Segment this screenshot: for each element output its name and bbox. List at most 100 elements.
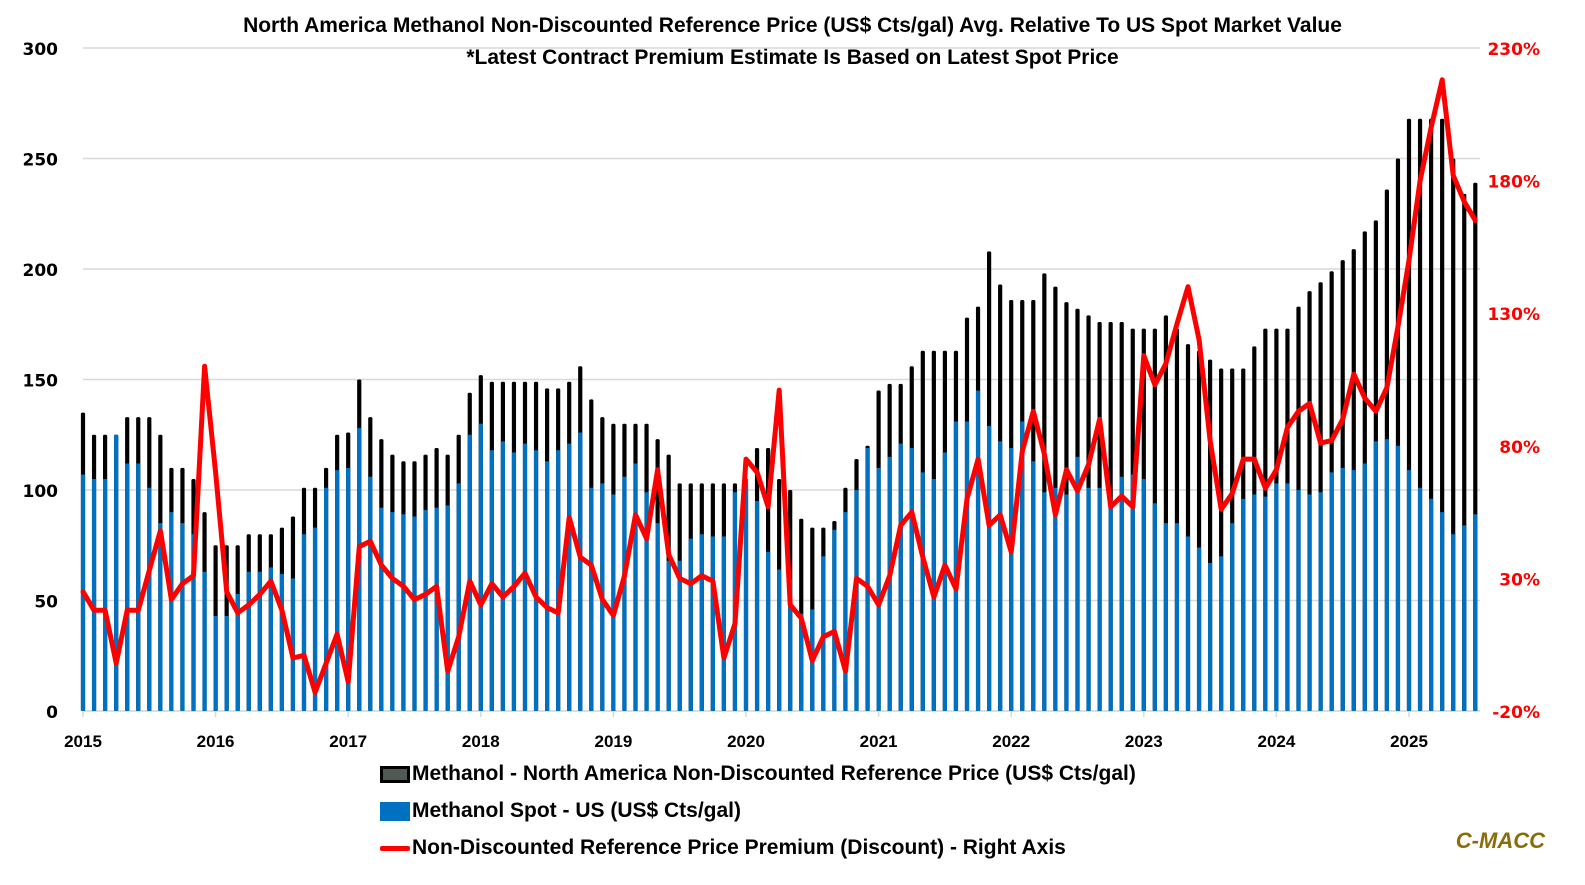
left-axis-tick-label: 100 [23,482,59,502]
bar-spot-price [125,463,130,711]
bar-spot-price [644,492,649,711]
x-axis-tick-label: 2024 [1257,732,1295,751]
bar-spot-price [390,512,395,711]
bar-spot-price [202,571,207,711]
bar-spot-price [1384,439,1389,711]
legend-swatch-reference [380,765,410,783]
bar-spot-price [268,567,273,711]
bar-spot-price [379,507,384,711]
bar-spot-price [114,434,119,711]
legend-item-reference-price[interactable]: Methanol - North America Non-Discounted … [380,762,1136,786]
bar-spot-price [1351,470,1356,711]
bar-spot-price [622,476,627,711]
bar-spot-price [158,523,163,711]
left-axis-ticks: 0 50 100 150 200 250 300 [23,40,59,723]
bar-spot-price [766,551,771,711]
bar-spot-price [1362,463,1367,711]
right-axis-tick-label: -20% [1492,703,1540,723]
bar-spot-price [1340,467,1345,711]
bar-spot-price [1009,448,1014,711]
bar-spot-price [909,448,914,711]
bar-spot-price [467,434,472,711]
bar-spot-price [710,536,715,711]
bar-spot-price [191,534,196,711]
bar-spot-price [533,450,539,711]
bar-spot-price [821,556,826,711]
bar-spot-price [1395,445,1401,711]
bar-spot-price [1263,496,1268,711]
bar-spot-price [235,593,240,711]
bar-spot-price [1230,523,1235,711]
legend-label: Non-Discounted Reference Price Premium (… [412,836,1066,859]
left-axis-tick-label: 300 [23,40,59,60]
x-axis-tick-label: 2015 [64,732,102,751]
right-axis-tick-label: 230% [1487,40,1540,60]
bar-spot-price [224,615,229,711]
right-axis-tick-label: 130% [1487,305,1540,325]
bar-spot-price [556,450,561,711]
bar-spot-price [279,573,284,711]
x-axis-tick-label: 2016 [197,732,235,751]
bar-spot-price [368,476,373,711]
bar-spot-price [1152,503,1157,711]
bar-spot-price [964,421,970,711]
chart-title: North America Methanol Non-Discounted Re… [243,14,1342,37]
bar-spot-price [589,487,594,711]
bar-spot-price [721,536,726,711]
bar-spot-price [942,452,947,711]
bar-spot-price [169,512,174,711]
bar-spot-price [545,461,550,711]
bar-spot-price [1097,487,1102,711]
bar-spot-price [975,390,981,711]
bar-spot-price [1373,441,1378,711]
bar-spot-price [423,509,428,711]
x-axis-tick-label: 2020 [727,732,765,751]
bar-spot-price [1075,456,1080,711]
bar-spot-price [754,501,760,711]
legend-swatch-premium [380,845,410,851]
bar-spot-price [301,534,307,711]
bar-spot-price [1329,472,1334,711]
legend-label: Methanol Spot - US (US$ Cts/gal) [412,799,742,822]
bar-spot-price [1185,536,1191,711]
bar-spot-price [655,523,660,711]
bar-spot-price [1196,547,1202,711]
right-axis-tick-label: 80% [1499,438,1540,458]
legend-item-spot-price[interactable]: Methanol Spot - US (US$ Cts/gal) [380,799,741,823]
bar-spot-price [511,452,517,711]
bar-spot-price [920,472,925,711]
bar-spot-price [898,443,903,711]
bar-spot-price [1406,470,1412,711]
bar-spot-price [688,538,693,711]
bar-spot-price [1064,494,1069,711]
bar-spot-price [1473,514,1478,711]
bar-spot-price [633,463,638,711]
bar-spot-price [257,571,262,711]
bar-spot-price [1252,494,1257,711]
bar-spot-price [611,494,616,711]
bar-spot-price [666,560,671,711]
bar-spot-price [953,421,959,711]
bar-spot-price [1020,421,1025,711]
bar-spot-price [1219,556,1224,711]
x-axis-tick-label: 2017 [329,732,367,751]
bar-spot-price [1417,487,1423,711]
premium-line [80,77,1478,695]
brand-logo-text: C-MACC [1455,828,1545,853]
bar-spot-price [987,425,992,711]
bar-spot-price [865,448,870,711]
legend-item-premium[interactable]: Non-Discounted Reference Price Premium (… [380,836,1066,860]
right-axis-tick-label: 180% [1487,173,1540,193]
bar-spot-price [788,578,793,711]
x-axis-tick-label: 2018 [462,732,500,751]
bar-spot-price [699,534,704,711]
left-axis-tick-label: 50 [34,593,58,613]
left-axis-tick-label: 250 [23,151,59,171]
bar-spot-price [91,478,97,711]
bar-spot-price [887,456,892,711]
bar-spot-price [324,487,329,711]
bar-spot-price [843,512,848,711]
bar-spot-price [1462,525,1467,711]
bar-spot-price [1285,483,1290,711]
